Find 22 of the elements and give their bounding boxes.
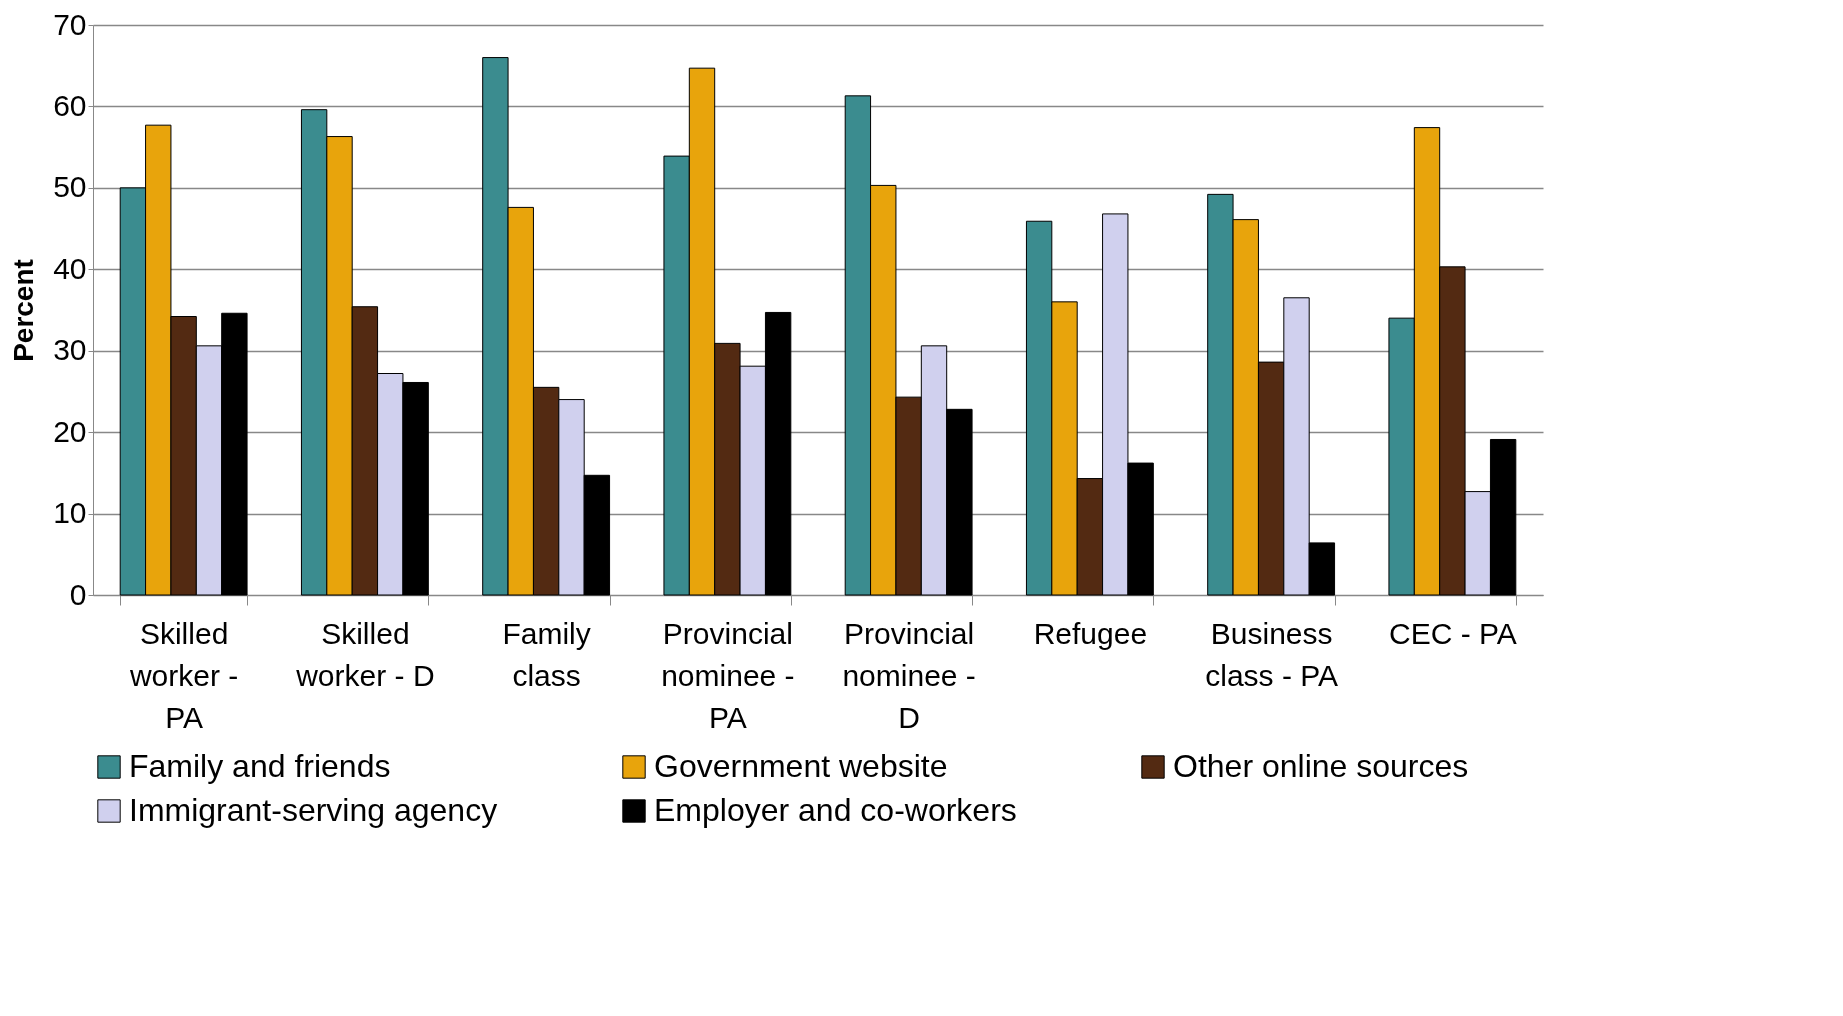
- x-tick-label: Family class: [502, 616, 591, 692]
- legend-label: Employer and co-workers: [654, 792, 1017, 828]
- x-tick-label: Provincial nominee - PA: [661, 616, 795, 734]
- y-tick-label: 40: [53, 251, 87, 285]
- y-tick-label: 60: [53, 88, 87, 122]
- legend-label: Immigrant-serving agency: [129, 792, 498, 828]
- legend-label: Government website: [654, 748, 948, 784]
- x-tick-label: Refugee: [1033, 616, 1148, 650]
- y-tick-label: 70: [53, 7, 87, 41]
- y-tick-label: 0: [69, 577, 87, 611]
- y-tick-label: 10: [53, 496, 87, 530]
- x-tick-label: Skilled worker - D: [295, 616, 435, 692]
- x-tick-label: Provincial nominee - D: [842, 616, 976, 734]
- y-tick-label: 20: [53, 414, 87, 448]
- y-axis-title: Percent: [8, 259, 40, 362]
- y-tick-label: 30: [53, 333, 87, 367]
- legend-label: Family and friends: [129, 748, 391, 784]
- x-tick-label: Business class - PA: [1205, 616, 1339, 692]
- x-tick-label: Skilled worker - PA: [128, 616, 239, 734]
- x-tick-label: CEC - PA: [1388, 616, 1517, 650]
- legend-label: Other online sources: [1173, 748, 1469, 784]
- y-tick-label: 50: [53, 170, 87, 204]
